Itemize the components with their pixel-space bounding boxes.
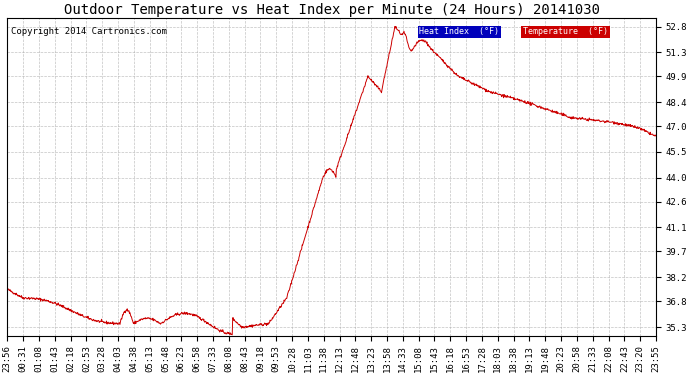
Title: Outdoor Temperature vs Heat Index per Minute (24 Hours) 20141030: Outdoor Temperature vs Heat Index per Mi… (63, 3, 600, 17)
Text: Heat Index  (°F): Heat Index (°F) (420, 27, 500, 36)
Text: Temperature  (°F): Temperature (°F) (523, 27, 608, 36)
Text: Copyright 2014 Cartronics.com: Copyright 2014 Cartronics.com (10, 27, 166, 36)
